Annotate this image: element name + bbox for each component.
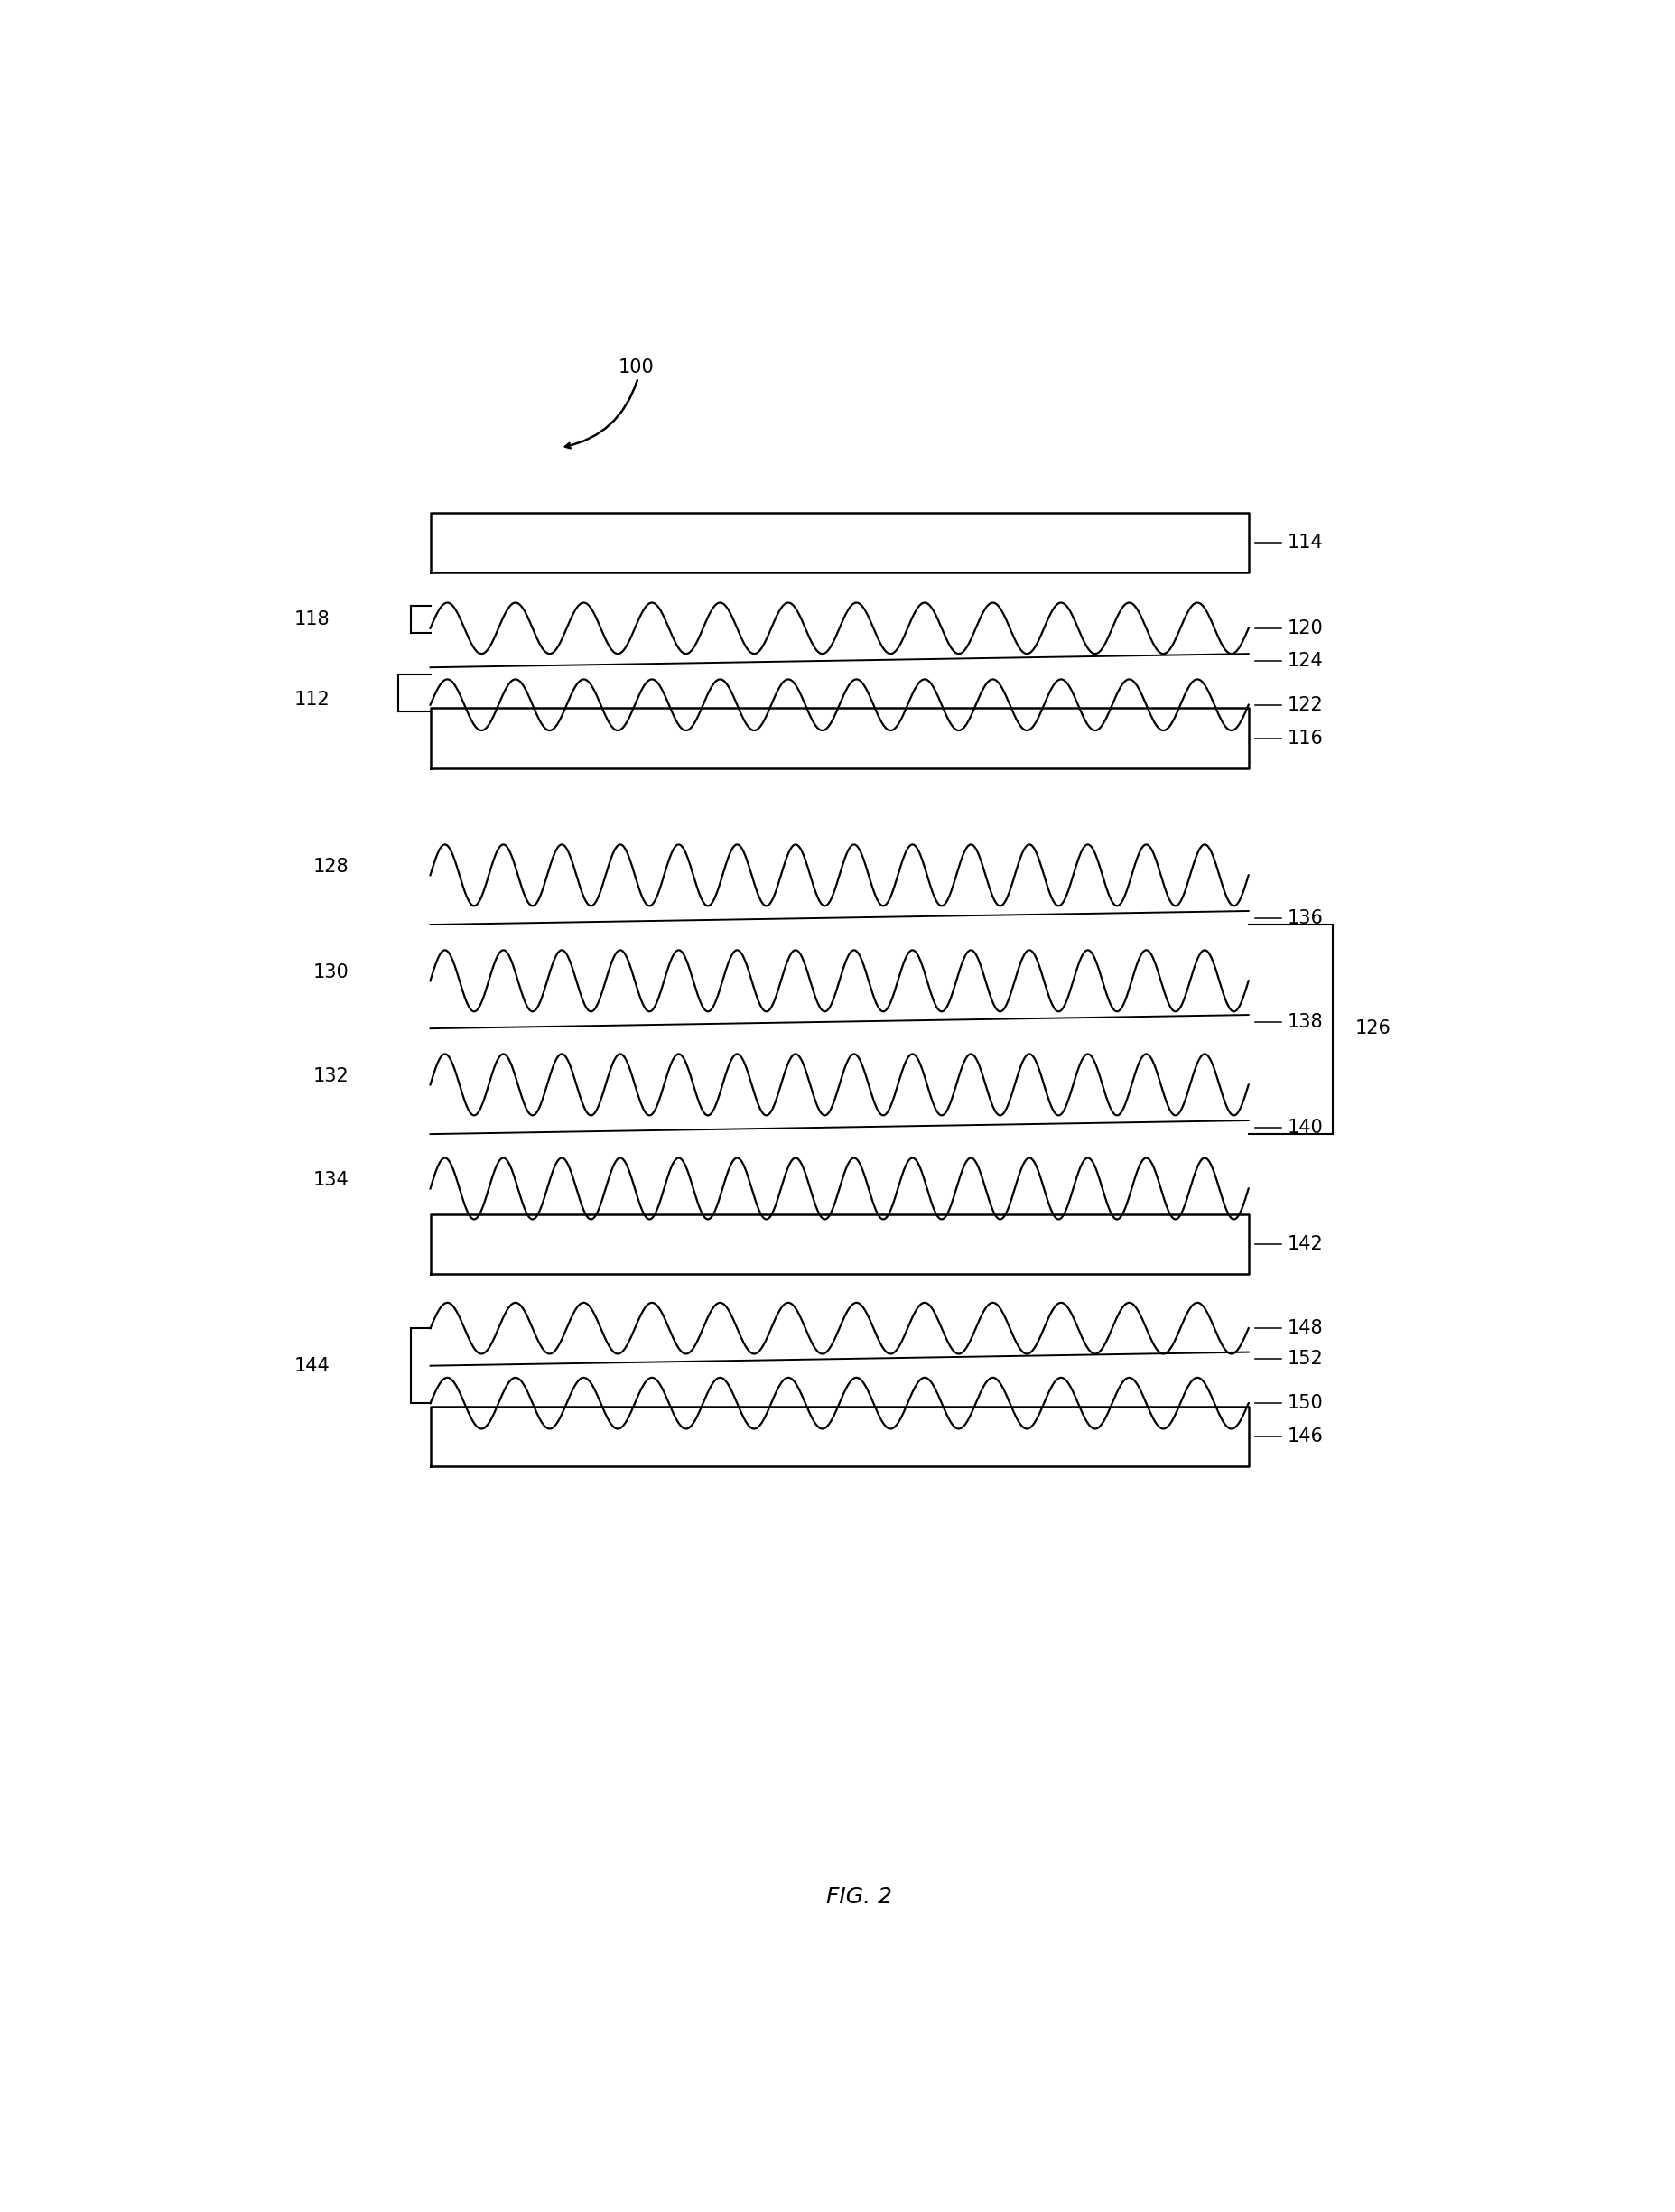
Text: 136: 136 <box>1286 909 1323 927</box>
Text: 130: 130 <box>313 962 348 982</box>
Text: 138: 138 <box>1286 1013 1323 1031</box>
Text: 120: 120 <box>1286 619 1323 637</box>
Text: 134: 134 <box>313 1170 348 1190</box>
Text: 118: 118 <box>293 611 330 628</box>
Text: 144: 144 <box>293 1356 330 1376</box>
Text: 126: 126 <box>1355 1020 1390 1037</box>
Text: 112: 112 <box>293 690 330 708</box>
Text: 148: 148 <box>1286 1318 1323 1338</box>
Text: 152: 152 <box>1286 1349 1323 1367</box>
Text: 114: 114 <box>1286 533 1323 551</box>
Text: 116: 116 <box>1286 730 1323 748</box>
Text: 128: 128 <box>313 858 348 876</box>
Text: 150: 150 <box>1286 1394 1323 1411</box>
Text: 140: 140 <box>1286 1119 1323 1137</box>
Text: 146: 146 <box>1286 1427 1323 1444</box>
Text: 122: 122 <box>1286 697 1323 714</box>
Text: 124: 124 <box>1286 653 1323 670</box>
Text: 142: 142 <box>1286 1234 1323 1252</box>
Text: 100: 100 <box>618 358 655 376</box>
Text: FIG. 2: FIG. 2 <box>826 1887 891 1909</box>
Text: 132: 132 <box>313 1066 348 1086</box>
